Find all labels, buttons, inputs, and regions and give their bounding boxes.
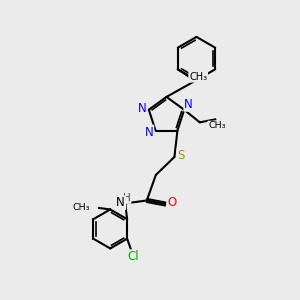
Text: O: O xyxy=(167,196,177,209)
Text: CH₃: CH₃ xyxy=(208,122,226,130)
Text: N: N xyxy=(184,98,193,111)
Text: N: N xyxy=(138,102,147,115)
Text: Cl: Cl xyxy=(127,250,139,263)
Text: N: N xyxy=(116,196,125,209)
Text: N: N xyxy=(145,125,153,139)
Text: CH₃: CH₃ xyxy=(189,72,207,82)
Text: H: H xyxy=(123,193,130,203)
Text: S: S xyxy=(177,149,185,162)
Text: CH₃: CH₃ xyxy=(73,203,90,212)
